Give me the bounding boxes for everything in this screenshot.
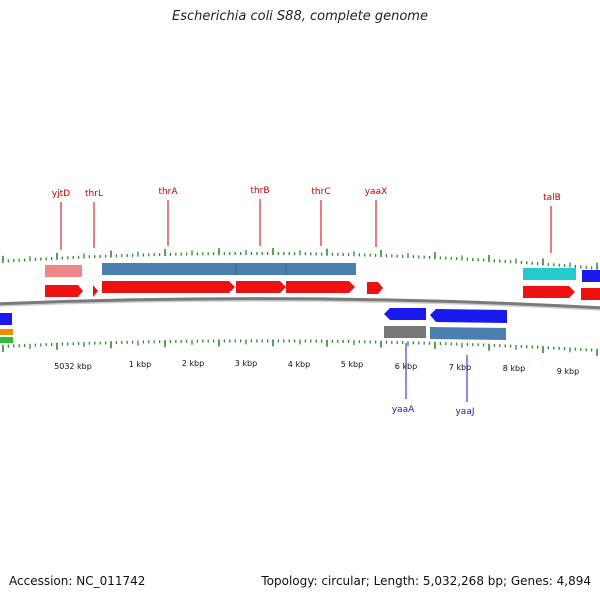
- svg-text:thrL: thrL: [85, 189, 103, 199]
- kbp-label-5: 5 kbp: [341, 360, 363, 369]
- gene-edge-right-blue: [582, 270, 600, 282]
- svg-text:yaaJ: yaaJ: [455, 407, 474, 417]
- gene-yaaJ-feature: [430, 327, 506, 340]
- kbp-label-8: 8 kbp: [503, 364, 525, 373]
- svg-text:thrA: thrA: [158, 187, 178, 197]
- gene-label-thrA: thrA: [158, 187, 178, 246]
- gene-yaaA-cds: [384, 308, 426, 320]
- svg-text:thrB: thrB: [250, 186, 269, 196]
- svg-text:yaaX: yaaX: [365, 187, 388, 197]
- kbp-label-3: 3 kbp: [235, 359, 257, 368]
- gene-thrC-cds: [286, 281, 355, 293]
- gene-edge-green: [0, 337, 13, 343]
- kbp-label-5032: 5032 kbp: [54, 362, 92, 371]
- kbp-label-4: 4 kbp: [288, 360, 310, 369]
- gene-thrB-cds: [236, 281, 286, 293]
- genome-backbone: [0, 297, 600, 310]
- topology-text: Topology: circular; Length: 5,032,268 bp…: [261, 574, 591, 588]
- gene-yjtD-cds: [45, 285, 83, 297]
- kbp-label-1: 1 kbp: [129, 360, 151, 369]
- gene-label-yaaJ: yaaJ: [455, 355, 475, 417]
- gene-label-talB: talB: [543, 193, 561, 253]
- map-title: Escherichia coli S88, complete genome: [172, 9, 428, 24]
- accession-text: Accession: NC_011742: [9, 574, 146, 588]
- gene-label-yaaA: yaaA: [392, 343, 415, 415]
- gene-talB-cds: [523, 286, 575, 298]
- svg-text:yjtD: yjtD: [52, 189, 70, 199]
- gene-edge-right-red: [581, 288, 600, 300]
- gene-label-yaaX: yaaX: [365, 187, 388, 247]
- gene-yaaX-cds: [367, 282, 383, 294]
- gene-label-thrB: thrB: [250, 186, 270, 246]
- svg-text:talB: talB: [543, 193, 561, 203]
- svg-text:thrC: thrC: [311, 187, 330, 197]
- kbp-label-7: 7 kbp: [449, 363, 471, 372]
- gene-label-yjtD: yjtD: [52, 189, 70, 250]
- tick-row-top: [2, 248, 598, 270]
- gene-label-thrC: thrC: [311, 187, 331, 246]
- gene-thr-feature: [102, 263, 356, 275]
- genome-backbone-shadow: [0, 300, 600, 311]
- gene-yjtD-feature: [45, 265, 82, 277]
- tick-row-bottom: [2, 339, 598, 356]
- gene-talB-feature: [523, 268, 576, 280]
- gene-edge-blue: [0, 313, 12, 325]
- gene-yaaA-feature: [384, 326, 426, 338]
- kbp-label-9: 9 kbp: [557, 367, 579, 376]
- kbp-label-6: 6 kbp: [395, 362, 417, 371]
- gene-thrA-cds: [102, 281, 235, 293]
- gene-edge-orange: [0, 329, 13, 335]
- gene-yaaJ-cds: [430, 309, 507, 323]
- gene-thrL-cds: [93, 285, 98, 297]
- kbp-label-2: 2 kbp: [182, 359, 204, 368]
- gene-label-thrL: thrL: [85, 189, 103, 248]
- svg-text:yaaA: yaaA: [392, 405, 415, 415]
